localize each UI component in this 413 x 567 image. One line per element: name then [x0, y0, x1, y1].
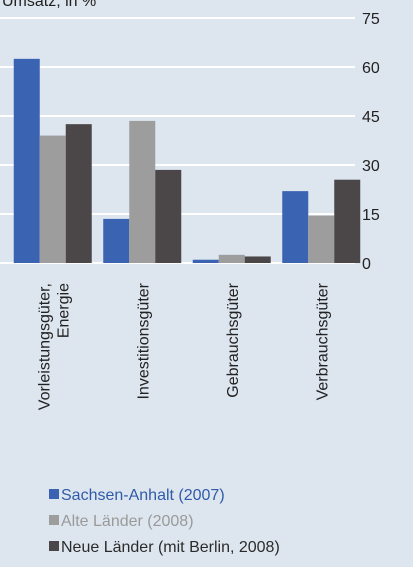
bar — [282, 191, 309, 263]
bar — [155, 169, 182, 263]
x-tick-label-line: Gebrauchsgüter — [225, 282, 242, 397]
bar — [103, 218, 130, 263]
x-tick-label: Gebrauchsgüter — [225, 282, 242, 397]
bar — [39, 135, 66, 263]
x-tick-label: Vorleistungsgüter, Energie — [36, 283, 72, 410]
bar — [218, 254, 245, 263]
x-tick-label: Verbrauchsgüter — [314, 282, 331, 400]
x-tick-label-line: Energie — [55, 283, 72, 338]
y-tick-label: 75 — [362, 11, 380, 28]
bar — [192, 259, 219, 263]
legend-label: Neue Länder (mit Berlin, 2008) — [61, 539, 280, 556]
bar — [129, 120, 156, 264]
legend-swatch — [49, 489, 59, 499]
bar — [13, 58, 40, 264]
y-tick-label: 60 — [362, 60, 380, 77]
legend-label: Sachsen-Anhalt (2007) — [61, 487, 225, 504]
x-tick-label-line: Vorleistungsgüter, — [36, 283, 53, 410]
y-tick-label: 15 — [362, 207, 380, 224]
y-tick-label: 45 — [362, 109, 380, 126]
bar — [308, 215, 335, 263]
bar — [244, 256, 271, 263]
x-tick-label: Investitionsgüter — [135, 282, 152, 399]
legend-label: Alte Länder (2008) — [61, 513, 194, 530]
legend-swatch — [49, 515, 59, 525]
legend-swatch — [49, 541, 59, 551]
bar — [65, 124, 92, 264]
y-tick-label: 30 — [362, 158, 380, 175]
x-tick-label-line: Investitionsgüter — [135, 282, 152, 399]
bar — [334, 179, 361, 263]
chart-title: Umsatz, in % — [2, 0, 96, 10]
y-tick-label: 0 — [362, 256, 371, 273]
x-tick-label-line: Verbrauchsgüter — [314, 282, 331, 400]
